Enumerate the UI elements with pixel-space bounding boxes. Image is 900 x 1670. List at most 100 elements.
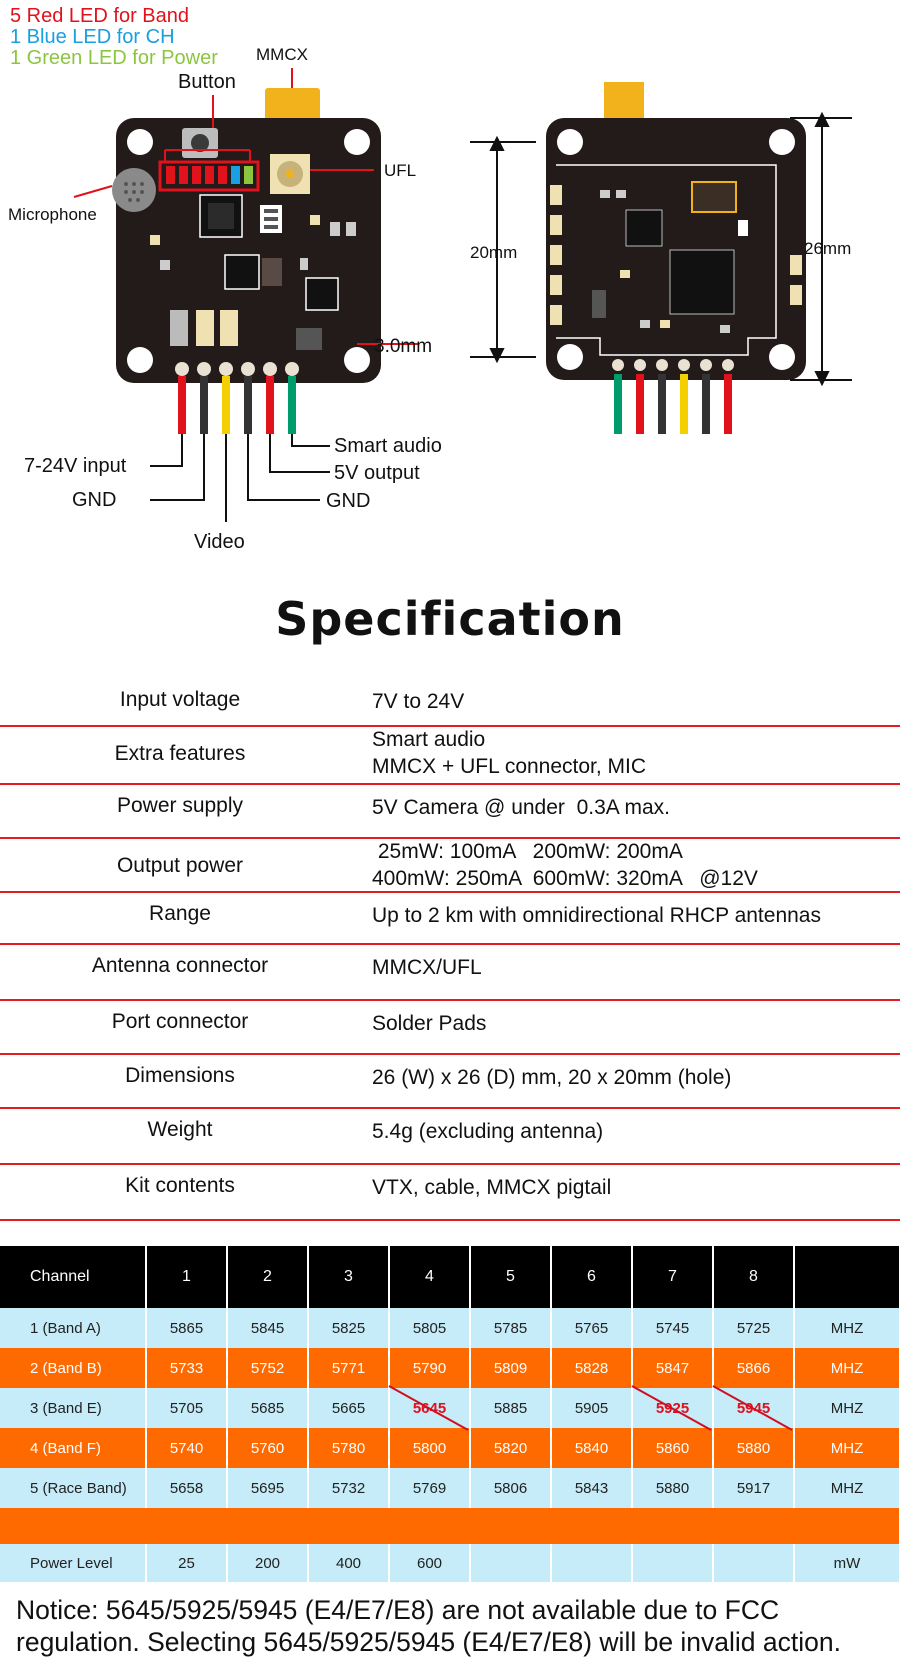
frequency-cell: 5847 [632,1348,714,1388]
spec-key: Input voltage [119,688,241,711]
cell-text: 5745 [655,1319,690,1337]
cell-text: 5885 [493,1399,528,1417]
cell-text: 5860 [655,1439,690,1457]
spec-key: Kit contents [125,1174,235,1197]
cell-text: 5780 [331,1439,366,1457]
pcb-front [116,118,381,383]
spec-row-separator [0,1163,900,1165]
channel-header-cell: 4 [389,1246,471,1308]
frequency-cell: 5820 [470,1428,552,1468]
spec-key: Range [149,902,211,925]
frequency-cell: 5880 [713,1428,795,1468]
power-level-cell [551,1544,633,1582]
spec-value: 5.4g (excluding antenna) [372,1120,604,1143]
power-level-cell [470,1544,552,1582]
spec-key: Antenna connector [91,954,269,977]
cell-text: 5771 [331,1359,366,1377]
label-microphone: Microphone [8,205,97,224]
spec-row: Kit contents VTX, cable, MMCX pigtail [0,1166,900,1222]
frequency-cell: 5745 [632,1308,714,1348]
spec-row: Input voltage 7V to 24V [0,680,900,728]
frequency-cell: 5733 [146,1348,228,1388]
spec-value: 25mW: 100mA 200mW: 200mA 400mW: 250mA 60… [372,840,758,890]
spec-value: Up to 2 km with omnidirectional RHCP ant… [372,904,821,927]
cell-text: 1 (Band A) [30,1319,101,1337]
cell-text: MHZ [830,1439,864,1457]
cell-text: 5847 [655,1359,690,1377]
cell-text: 5820 [493,1439,528,1457]
vtx-board-diagram: 5 Red LED for Band 1 Blue LED for CH 1 G… [8,5,852,553]
cell-text: 5843 [574,1479,609,1497]
cell-text: 5800 [412,1439,447,1457]
band-name-cell: 4 (Band F) [0,1428,147,1468]
spec-row-separator [0,891,900,893]
cell-text: MHZ [830,1479,864,1497]
cell-text: 5 (Race Band) [30,1479,127,1497]
frequency-cell: 5732 [308,1468,390,1508]
frequency-cell: 5885 [470,1388,552,1428]
spec-value: 5V Camera @ under 0.3A max. [372,796,670,819]
spec-row-separator [0,1219,900,1221]
cell-text: 5809 [493,1359,528,1377]
spec-value: VTX, cable, MMCX pigtail [372,1176,612,1199]
frequency-cell: 5805 [389,1308,471,1348]
cell-text: 5917 [736,1479,771,1497]
unit-cell: MHZ [794,1468,900,1508]
cell-text: 5665 [331,1399,366,1417]
spec-value: MMCX/UFL [372,956,482,979]
channel-header-cell: Channel [0,1246,147,1308]
channel-header-cell [794,1246,900,1308]
frequency-cell: 5825 [308,1308,390,1348]
channel-band-row: 5 (Race Band) 5658 5695 5732 5769 5806 5843 588… [0,1468,900,1508]
power-level-cell [632,1544,714,1582]
channel-band-row: 3 (Band E) 5705 5685 5665 5645 5885 5905 5925 59… [0,1388,900,1428]
frequency-cell: 5740 [146,1428,228,1468]
cell-text: 3 (Band E) [30,1399,102,1417]
spec-row-separator [0,943,900,945]
channel-header-cell: 1 [146,1246,228,1308]
frequency-cell: 5800 [389,1428,471,1468]
spec-row-separator [0,1107,900,1109]
table-spacer-row [0,1508,900,1544]
cell-text: 5828 [574,1359,609,1377]
frequency-cell: 5695 [227,1468,309,1508]
cell-text: 5806 [493,1479,528,1497]
power-level-cell: 25 [146,1544,228,1582]
cell-text: 5752 [250,1359,285,1377]
frequency-cell: 5645 [389,1388,471,1428]
spec-value: Smart audio MMCX + UFL connector, MIC [372,728,647,778]
cell-text: MHZ [830,1399,864,1417]
frequency-cell: 5685 [227,1388,309,1428]
channel-header-cell: 8 [713,1246,795,1308]
unit-cell: MHZ [794,1308,900,1348]
label-hole-size: 3.0mm [374,336,432,357]
power-level-cell: 200 [227,1544,309,1582]
cell-text: 5865 [169,1319,204,1337]
band-name-cell: 5 (Race Band) [0,1468,147,1508]
legend-red-leds: 5 Red LED for Band [10,5,189,27]
power-level-cell [713,1544,795,1582]
cell-text: 5725 [736,1319,771,1337]
label-video-wire: Video [194,531,245,553]
cell-text: 5805 [412,1319,447,1337]
label-smart-audio-wire: Smart audio [334,435,442,457]
frequency-cell: 5860 [632,1428,714,1468]
spec-row: Output power 25mW: 100mA 200mW: 200mA 40… [0,840,900,894]
channel-header-cell: 6 [551,1246,633,1308]
frequency-cell: 5880 [632,1468,714,1508]
spec-row: Dimensions 26 (W) x 26 (D) mm, 20 x 20mm … [0,1056,900,1110]
frequency-cell: 5865 [146,1308,228,1348]
frequency-cell: 5828 [551,1348,633,1388]
leader-lines-front [150,434,330,522]
pcb-back [546,118,806,380]
cell-text: 5840 [574,1439,609,1457]
cell-text: 5790 [412,1359,447,1377]
channel-table-header: Channel 1 2 3 4 5 6 7 8 [0,1246,900,1308]
frequency-cell: 5765 [551,1308,633,1348]
spec-row: Range Up to 2 km with omnidirectional RHC… [0,894,900,946]
invalid-frequency-cell: 5645 [412,1399,447,1417]
cell-text: 5825 [331,1319,366,1337]
spec-key: Port connector [111,1010,249,1033]
board-back [546,82,806,434]
cell-text: 5685 [250,1399,285,1417]
